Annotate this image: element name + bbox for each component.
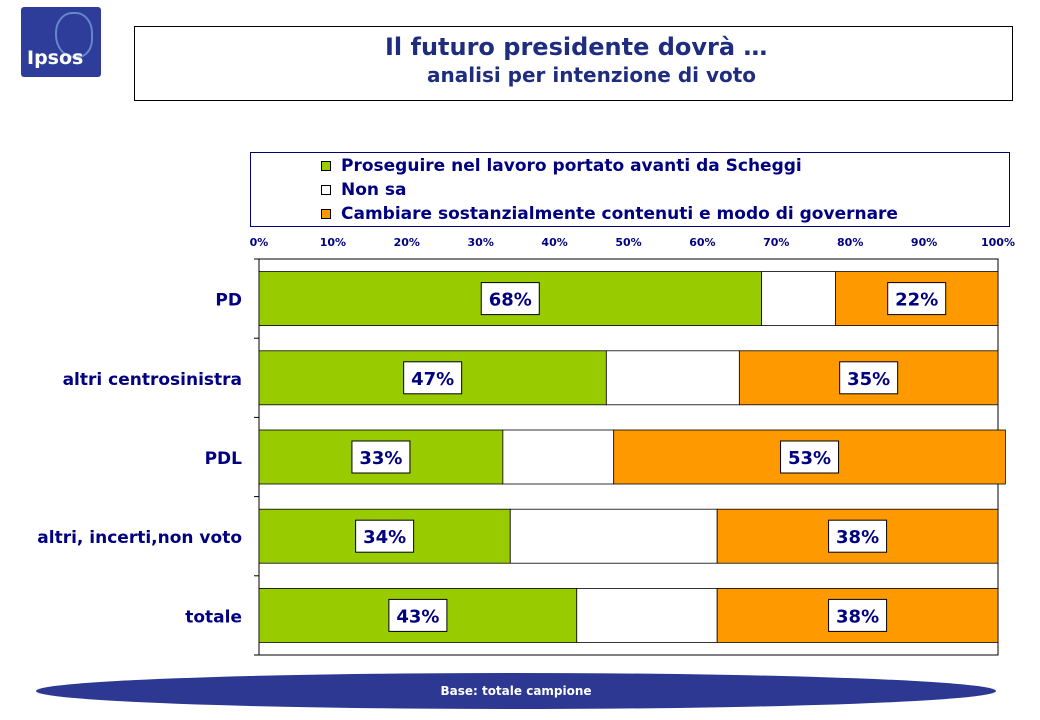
category-label: totale (185, 607, 242, 627)
x-tick-label: 100% (981, 236, 1015, 249)
page-title: Il futuro presidente dovrà … (385, 33, 768, 61)
data-label-box (388, 598, 448, 632)
data-label-box (355, 519, 415, 553)
data-label-box (828, 598, 888, 632)
data-label-box (828, 519, 888, 553)
data-label: 34% (363, 527, 406, 548)
x-tick-label: 60% (689, 236, 715, 249)
data-label: 33% (359, 448, 402, 469)
bar-segment (509, 508, 718, 564)
legend-label-cambiare: Cambiare sostanzialmente contenuti e mod… (341, 204, 898, 224)
data-label: 38% (836, 527, 879, 548)
category-label: PD (215, 291, 242, 311)
data-label: 38% (836, 606, 879, 627)
page-subtitle: analisi per intenzione di voto (427, 63, 757, 87)
bar-segment (258, 350, 607, 406)
category-label: PDL (205, 449, 243, 469)
x-tick-label: 10% (320, 236, 346, 249)
logo-face-icon (55, 12, 93, 58)
ipsos-logo: Ipsos (21, 7, 101, 77)
legend-item-non-sa: Non sa (321, 179, 407, 201)
logo-text: Ipsos (27, 47, 84, 69)
title-box: Il futuro presidente dovrà … analisi per… (134, 26, 1013, 101)
legend-swatch-non-sa (321, 185, 331, 195)
x-tick-label: 30% (468, 236, 494, 249)
footer-banner: Base: totale campione (36, 673, 996, 709)
x-tick-label: 70% (763, 236, 789, 249)
data-label: 22% (895, 290, 938, 311)
bar-segment (605, 350, 740, 406)
bar-segment (258, 508, 511, 564)
footer-base-text: Base: totale campione (440, 684, 592, 698)
data-label: 53% (788, 448, 831, 469)
data-label-box (403, 361, 463, 395)
data-label-box (351, 440, 411, 474)
category-label: altri centrosinistra (63, 370, 242, 390)
data-label: 68% (489, 290, 532, 311)
data-label-box (780, 440, 840, 474)
legend-item-proseguire: Proseguire nel lavoro portato avanti da … (321, 155, 802, 177)
x-tick-label: 50% (615, 236, 641, 249)
data-label: 43% (396, 606, 439, 627)
bar-segment (502, 429, 615, 485)
legend-swatch-proseguire (321, 161, 331, 171)
x-tick-label: 0% (250, 236, 269, 249)
bar-segment (576, 588, 718, 643)
data-label: 35% (847, 369, 890, 390)
data-label: 47% (411, 369, 454, 390)
category-label: altri, incerti,non voto (37, 528, 242, 548)
data-label-box (887, 282, 947, 316)
bar-segment (761, 271, 836, 327)
chart-legend: Proseguire nel lavoro portato avanti da … (250, 152, 1010, 227)
legend-item-cambiare: Cambiare sostanzialmente contenuti e mod… (321, 203, 898, 225)
legend-label-proseguire: Proseguire nel lavoro portato avanti da … (341, 156, 802, 176)
legend-swatch-cambiare (321, 209, 331, 219)
x-tick-label: 80% (837, 236, 863, 249)
data-label-box (839, 361, 899, 395)
data-label-box (480, 282, 540, 316)
x-tick-label: 90% (911, 236, 937, 249)
legend-label-non-sa: Non sa (341, 180, 407, 200)
x-tick-label: 20% (394, 236, 420, 249)
x-tick-label: 40% (541, 236, 567, 249)
